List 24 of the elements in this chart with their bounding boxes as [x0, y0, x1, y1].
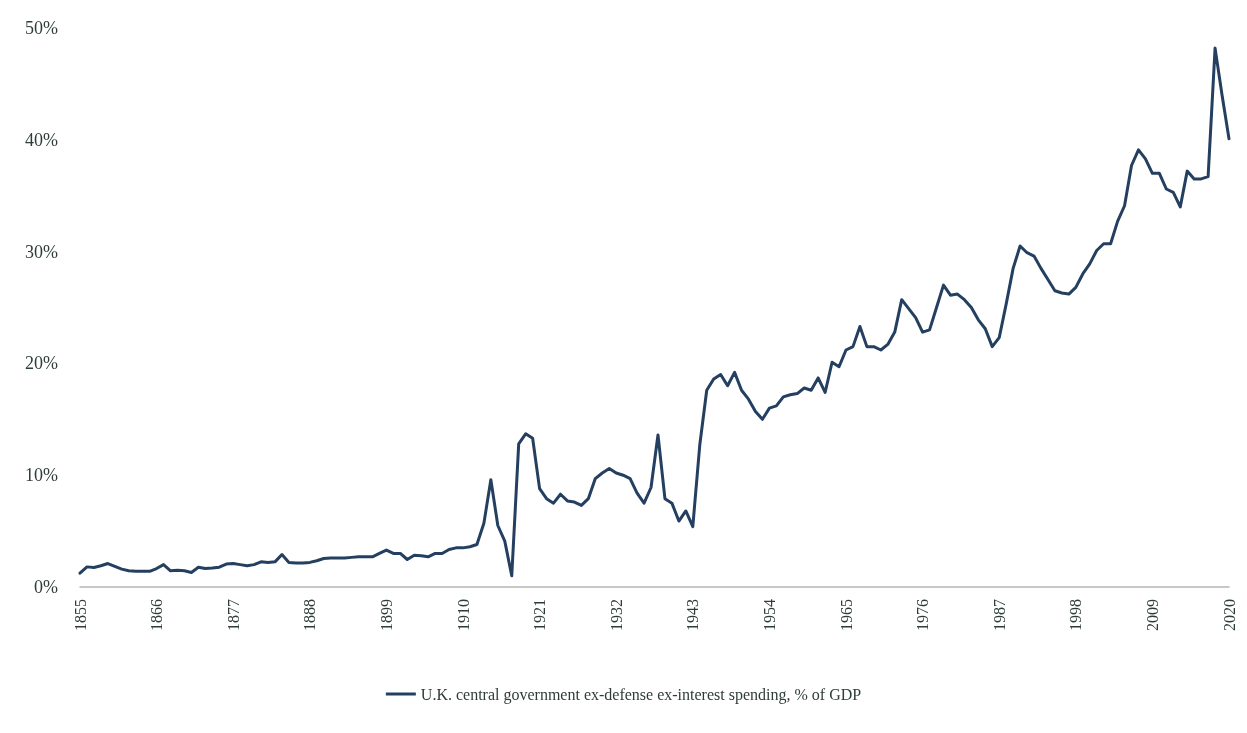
x-tick-label: 1910 — [454, 599, 472, 631]
y-tick-label: 20% — [25, 353, 58, 374]
x-tick-label: 1943 — [684, 599, 702, 631]
x-tick-label: 2009 — [1143, 599, 1161, 631]
x-tick-label: 2020 — [1220, 599, 1238, 631]
x-tick-label: 1877 — [224, 599, 242, 631]
x-tick-label: 1987 — [990, 599, 1008, 631]
x-tick-label: 1866 — [148, 599, 166, 631]
line-series — [78, 46, 1231, 578]
x-tick-label: 1976 — [914, 599, 932, 631]
x-tick-label: 1932 — [607, 599, 625, 631]
y-tick-label: 30% — [25, 241, 58, 262]
x-tick-label: 1855 — [71, 599, 89, 631]
x-tick-label: 1921 — [531, 599, 549, 631]
x-tick-label: 1899 — [377, 599, 395, 631]
y-tick-label: 40% — [25, 129, 58, 150]
y-tick-label: 0% — [34, 577, 58, 597]
y-tick-label: 10% — [25, 465, 58, 486]
legend-label: U.K. central government ex-defense ex-interest spending, % of GDP — [420, 685, 862, 704]
y-tick-label: 50% — [25, 18, 58, 38]
x-tick-label: 1954 — [760, 599, 778, 631]
x-tick-label: 1888 — [301, 599, 319, 631]
x-tick-label: 1998 — [1067, 599, 1085, 631]
x-tick-label: 1965 — [837, 599, 855, 631]
